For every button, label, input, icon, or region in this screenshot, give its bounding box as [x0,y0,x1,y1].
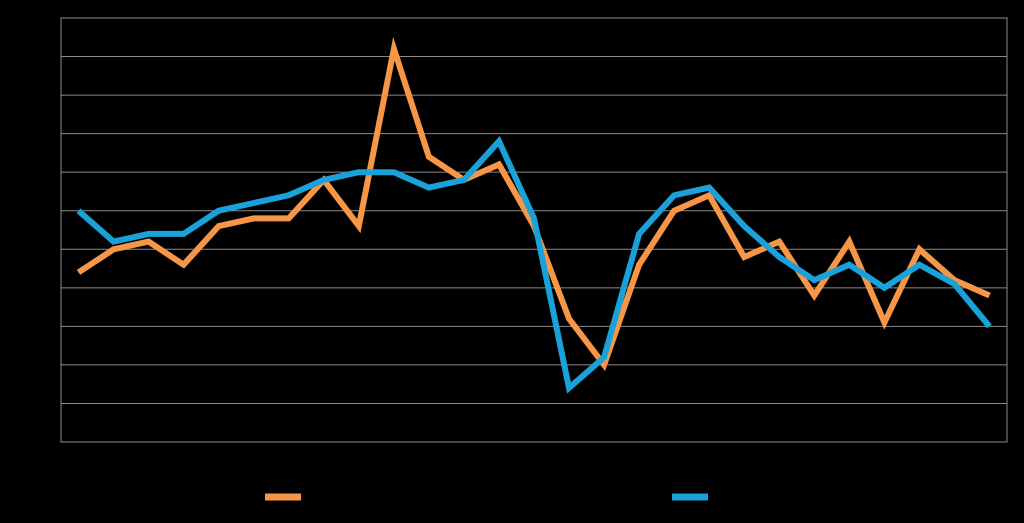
plot-border [60,17,1008,443]
series-line [76,135,992,394]
